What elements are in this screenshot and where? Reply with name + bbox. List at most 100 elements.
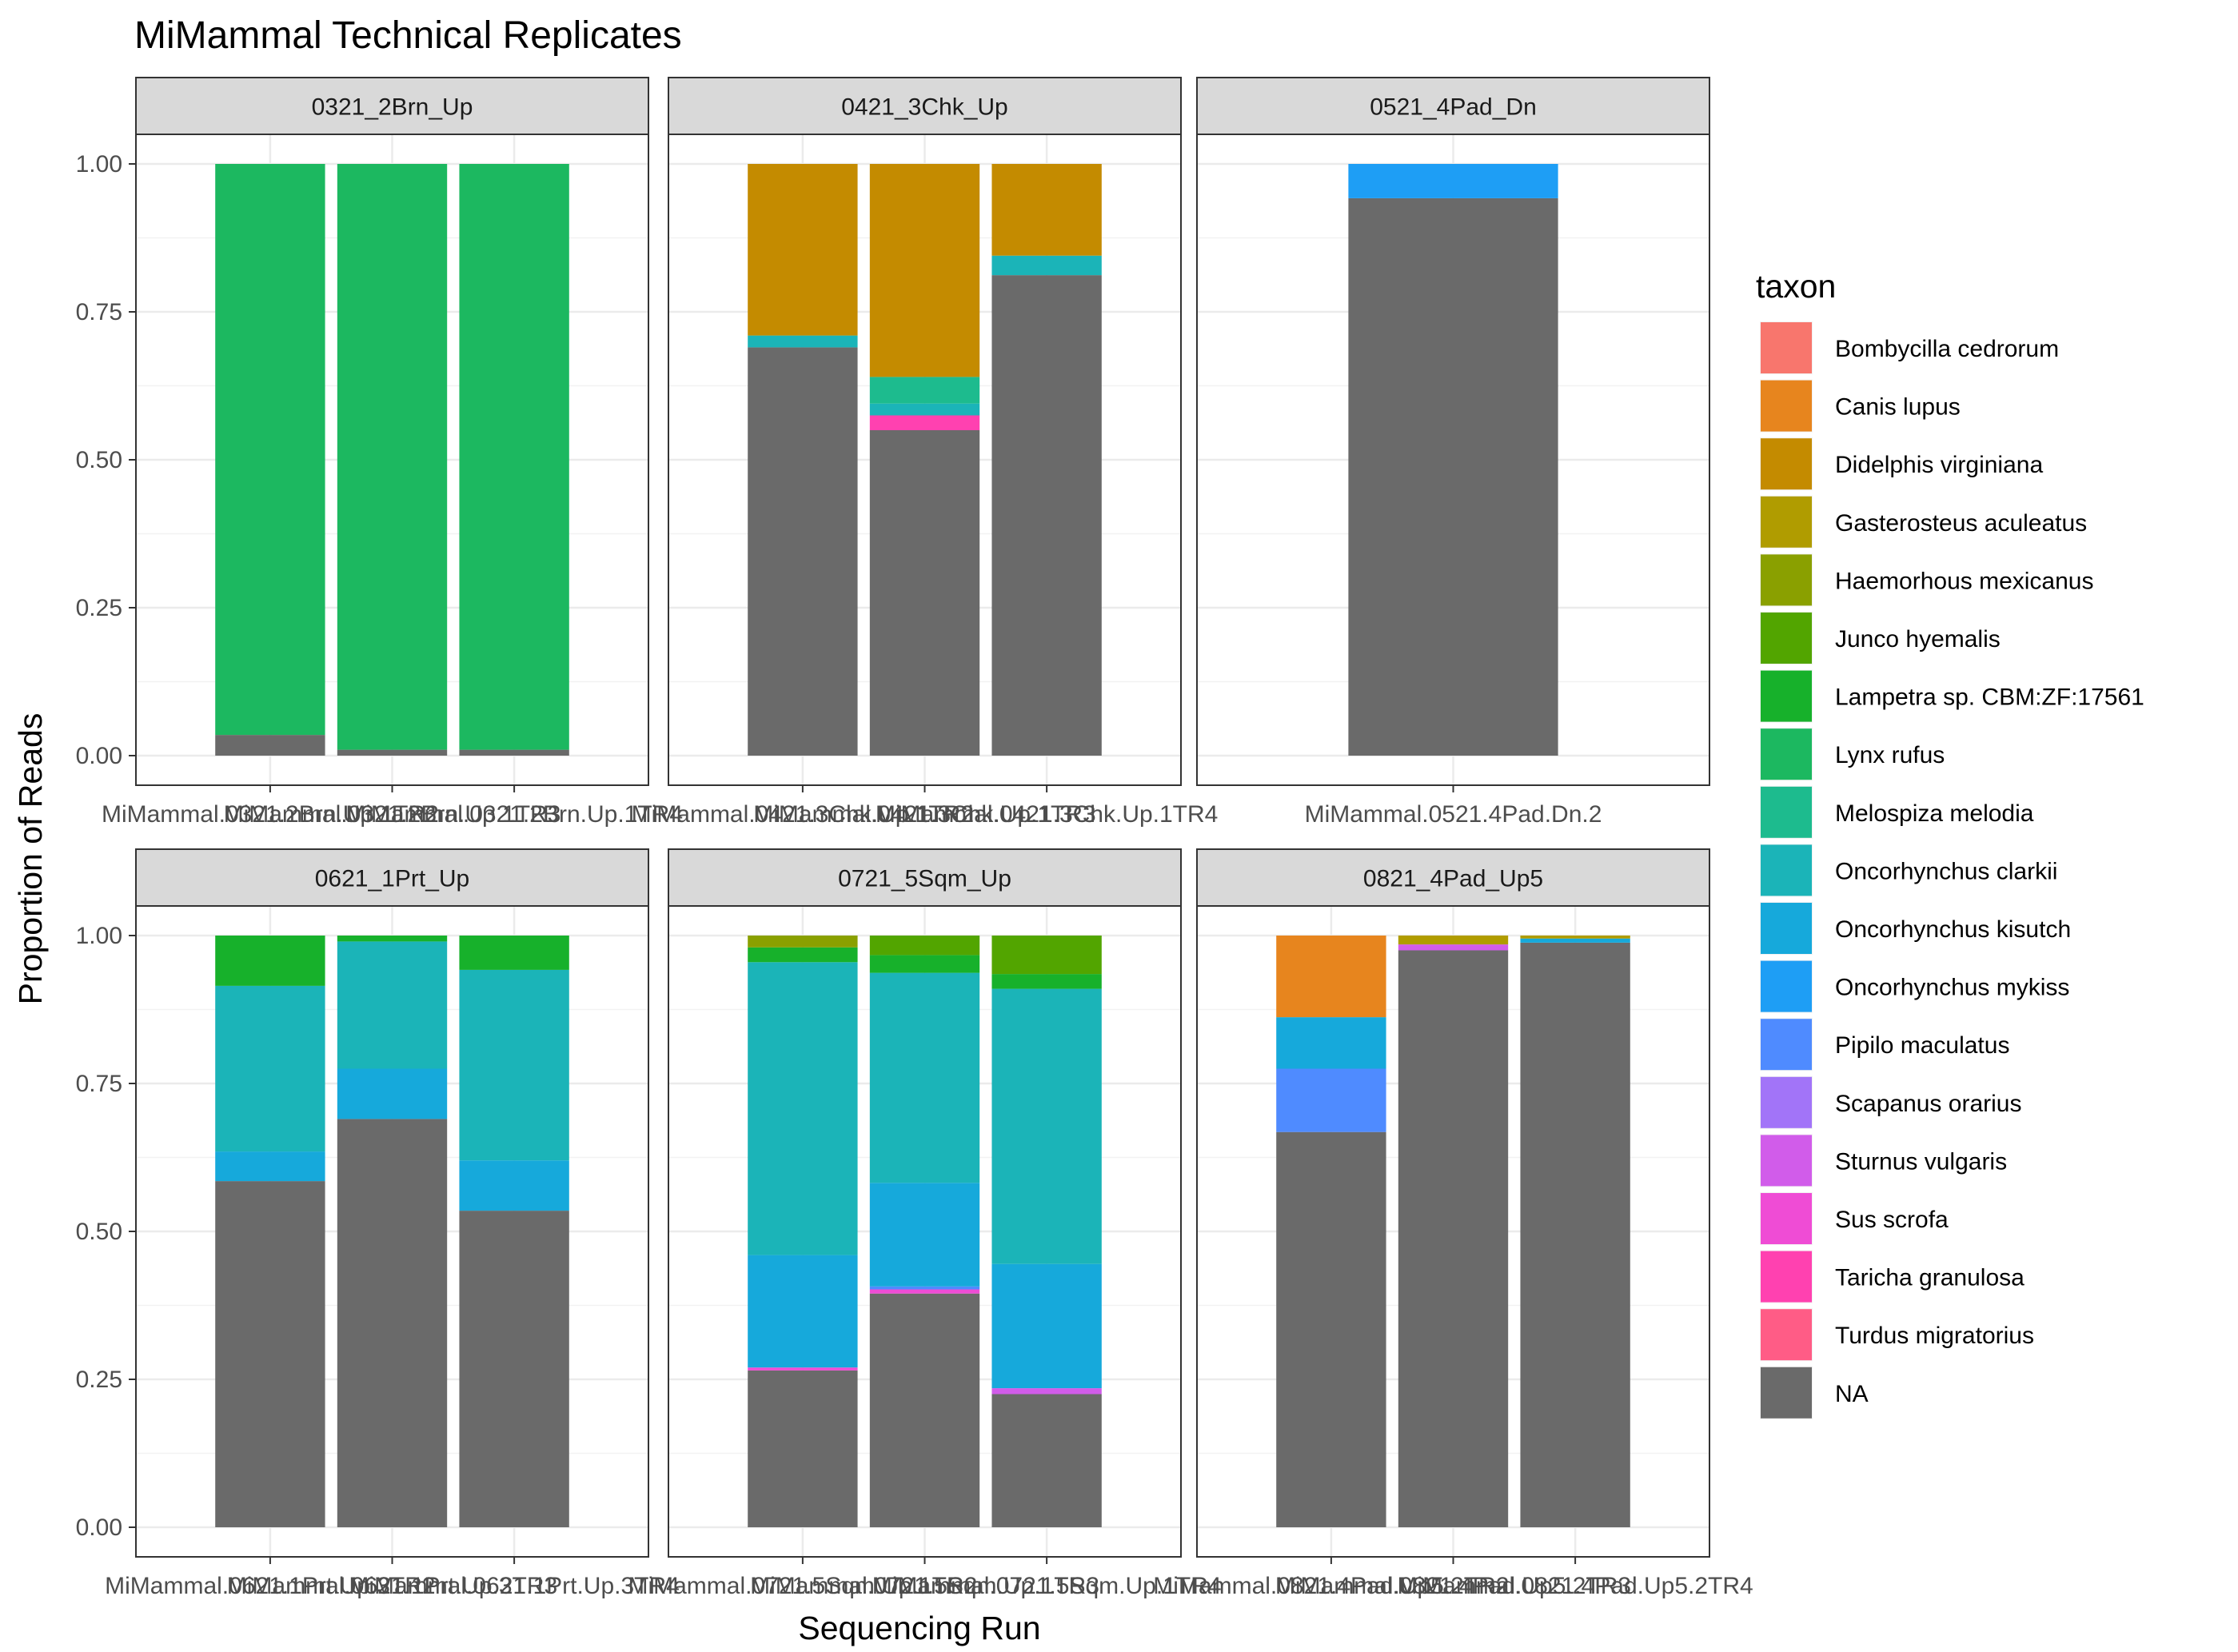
panel-border [668, 134, 1182, 786]
facet-panel: 0421_3Chk_Up MiMammal.0421.3Chk.Up.1TR2Mi… [632, 77, 1218, 828]
legend-swatch [1761, 438, 1812, 490]
y-tick-label: 0.00 [76, 743, 122, 769]
legend-label: Lynx rufus [1835, 742, 1945, 768]
facet-strip-label: 0821_4Pad_Up5 [1363, 866, 1543, 892]
legend-item: Lynx rufus [1760, 728, 1945, 781]
legend-item: Didelphis virginiana [1760, 437, 2043, 491]
bar-segment [1276, 1131, 1386, 1527]
bar-segment [215, 1181, 325, 1527]
x-tick-label: MiMammal.0821.4Pad.Up5.2TR2 [1153, 1573, 1509, 1599]
bar-segment [215, 735, 325, 756]
legend-label: Scapanus orarius [1835, 1091, 2021, 1117]
legend-swatch [1761, 613, 1812, 664]
legend-item: Junco hyemalis [1760, 612, 2001, 664]
legend-swatch [1761, 496, 1812, 548]
x-tick-label: MiMammal.0721.5Sqm.Up.1TR4 [872, 1573, 1222, 1599]
legend-label: NA [1835, 1381, 1869, 1407]
bar-segment [748, 347, 858, 756]
facet-panel: 0521_4Pad_Dn MiMammal.0521.4Pad.Dn.2 [1196, 77, 1710, 828]
legend-label: Junco hyemalis [1835, 626, 2001, 652]
legend-item: Melospiza melodia [1760, 785, 2034, 839]
bar-segment [215, 164, 325, 736]
y-tick-label: 1.00 [76, 151, 122, 178]
legend-label: Oncorhynchus clarkii [1835, 858, 2057, 884]
bar-segment [869, 936, 980, 956]
bar-segment [991, 1263, 1102, 1389]
x-axis-title: Sequencing Run [798, 1610, 1040, 1646]
panel-border [1196, 905, 1710, 1558]
facet-strip [1196, 848, 1710, 907]
legend-swatch [1761, 380, 1812, 432]
bar-segment [1276, 1068, 1386, 1132]
x-tick-label: MiMammal.0321.2Brn.Up.1TR2 [102, 801, 439, 828]
legend-swatch [1761, 670, 1812, 722]
bar-segment [748, 1255, 858, 1368]
y-tick-label: 1.00 [76, 923, 122, 949]
x-tick-label: MiMammal.0821.4Pad.Up5.2TR4 [1398, 1573, 1753, 1599]
bar-segment [869, 430, 980, 756]
legend-label: Taricha granulosa [1835, 1265, 2025, 1291]
panel-border [1196, 134, 1710, 786]
panel-border [668, 905, 1182, 1558]
bar-segment [869, 377, 980, 404]
y-tick-label: 0.50 [76, 1219, 122, 1245]
bar-segment [869, 164, 980, 377]
legend-swatch [1761, 844, 1812, 896]
legend-swatch [1761, 1135, 1812, 1187]
bar-segment [337, 1119, 448, 1527]
facet-panel: 0821_4Pad_Up5 MiMammal.0821.4Pad.Up5.2TR2… [1153, 848, 1753, 1599]
legend-item: Oncorhynchus mykiss [1760, 960, 2069, 1013]
legend-label: Lampetra sp. CBM:ZF:17561 [1835, 684, 2144, 711]
legend-swatch [1761, 786, 1812, 838]
bar-segment [869, 1286, 980, 1290]
bar-segment [1348, 198, 1558, 756]
legend-swatch [1761, 322, 1812, 373]
legend-swatch [1761, 1367, 1812, 1419]
bar-segment [748, 1367, 858, 1371]
bar-segment [748, 1370, 858, 1527]
legend-item: Lampetra sp. CBM:ZF:17561 [1760, 669, 2144, 723]
chart-title: MiMammal Technical Replicates [134, 14, 682, 57]
x-tick-label: MiMammal.0321.2Brn.Up.1TR4 [345, 801, 683, 828]
legend: taxon Bombycilla cedrorum Canis lupus Dide… [1756, 268, 2144, 1419]
bar-segment [459, 1160, 569, 1211]
legend-label: Gasterosteus aculeatus [1835, 510, 2087, 537]
legend-item: Turdus migratorius [1760, 1308, 2034, 1362]
bar-segment [459, 1211, 569, 1527]
bar-segment [1520, 942, 1630, 1527]
bar-segment [459, 749, 569, 756]
x-tick-label: MiMammal.0721.5Sqm.Up.1TR3 [750, 1573, 1099, 1599]
x-tick-label: MiMammal.0421.3Chk.Up.1TR2 [632, 801, 974, 828]
facet-strip [135, 77, 649, 135]
legend-item: Scapanus orarius [1760, 1075, 2021, 1129]
facet-strip [668, 77, 1182, 135]
legend-item: Gasterosteus aculeatus [1760, 495, 2087, 549]
bar-segment [991, 255, 1102, 276]
legend-label: Bombycilla cedrorum [1835, 336, 2059, 362]
legend-item: NA [1760, 1366, 1869, 1419]
bar-segment [869, 1293, 980, 1527]
bar-segment [869, 415, 980, 430]
legend-swatch [1761, 1251, 1812, 1303]
bar-segment [1398, 944, 1509, 951]
bar-segment [1398, 950, 1509, 1527]
bar-segment [991, 164, 1102, 256]
bar-segment [991, 1388, 1102, 1395]
x-tick-label: MiMammal.0721.5Sqm.Up.1TR2 [628, 1573, 977, 1599]
legend-swatch [1761, 903, 1812, 954]
legend-item: Taricha granulosa [1760, 1250, 2025, 1303]
bar-segment [1348, 164, 1558, 198]
bar-segment [748, 164, 858, 336]
legend-title: taxon [1756, 268, 1836, 305]
y-tick-label: 0.75 [76, 299, 122, 325]
facet-strip-label: 0521_4Pad_Dn [1370, 94, 1537, 121]
x-tick-label: MiMammal.0621.1Prt.Up.3TR2 [105, 1573, 435, 1599]
legend-label: Melospiza melodia [1835, 800, 2034, 827]
legend-item: Oncorhynchus kisutch [1760, 902, 2071, 955]
bar-segment [1520, 938, 1630, 943]
bar-segment [1398, 936, 1509, 945]
bar-segment [337, 164, 448, 750]
bar-segment [337, 936, 448, 942]
x-tick-label: MiMammal.0421.3Chk.Up.1TR3 [753, 801, 1095, 828]
